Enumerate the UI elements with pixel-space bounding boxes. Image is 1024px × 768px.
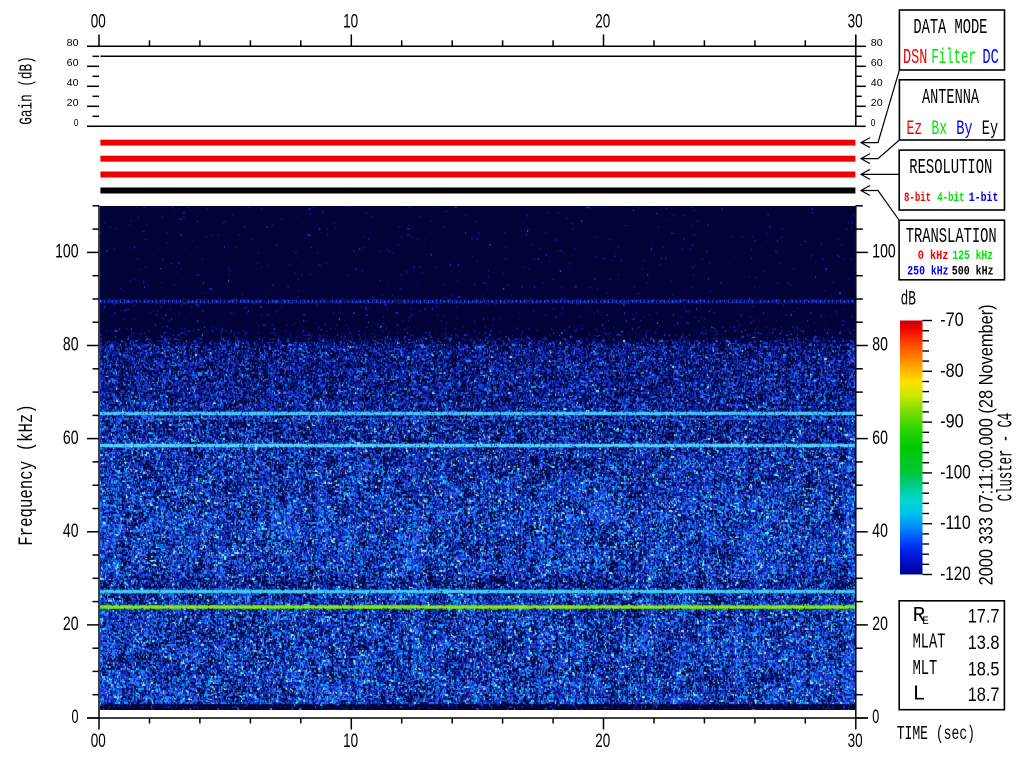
svg-text:60: 60	[872, 427, 888, 449]
svg-text:2000 333 07:11:00.000 (28 Nove: 2000 333 07:11:00.000 (28 November)	[975, 304, 997, 585]
svg-text:30: 30	[848, 11, 863, 33]
svg-text:0: 0	[872, 706, 879, 728]
svg-text:TIME (sec): TIME (sec)	[897, 723, 975, 745]
svg-text:DATA MODE: DATA MODE	[913, 17, 987, 40]
svg-text:0 kHz: 0 kHz	[918, 249, 949, 263]
svg-text:40: 40	[871, 78, 883, 89]
svg-text:DC: DC	[982, 47, 998, 70]
svg-text:20: 20	[872, 613, 888, 635]
svg-text:18.5: 18.5	[968, 658, 1000, 680]
svg-text:MLAT: MLAT	[913, 632, 946, 655]
svg-text:-70: -70	[940, 309, 964, 331]
svg-text:60: 60	[63, 427, 79, 449]
svg-text:80: 80	[871, 38, 883, 49]
svg-text:-100: -100	[940, 461, 971, 483]
svg-text:TRANSLATION: TRANSLATION	[906, 226, 997, 249]
svg-text:Bx: Bx	[931, 118, 947, 141]
svg-text:250 kHz: 250 kHz	[907, 265, 948, 279]
svg-text:By: By	[956, 118, 972, 141]
svg-text:00: 00	[91, 730, 106, 752]
svg-text:17.7: 17.7	[968, 606, 1000, 628]
svg-text:Gain (dB): Gain (dB)	[18, 56, 38, 125]
svg-text:-80: -80	[940, 360, 964, 382]
svg-text:100: 100	[55, 241, 79, 263]
svg-text:0: 0	[871, 118, 876, 129]
svg-text:500 kHz: 500 kHz	[952, 265, 994, 279]
svg-text:80: 80	[63, 334, 79, 356]
svg-text:20: 20	[63, 613, 79, 635]
svg-text:13.8: 13.8	[968, 632, 1000, 654]
svg-text:10: 10	[343, 730, 358, 752]
svg-text:20: 20	[595, 730, 610, 752]
svg-text:Ey: Ey	[982, 118, 998, 141]
svg-text:Frequency (kHz): Frequency (kHz)	[16, 404, 39, 546]
svg-text:1-bit: 1-bit	[969, 191, 999, 205]
svg-text:0: 0	[74, 118, 79, 129]
svg-text:0: 0	[72, 706, 79, 728]
svg-text:ANTENNA: ANTENNA	[922, 87, 979, 110]
svg-text:60: 60	[67, 58, 79, 69]
svg-text:L: L	[913, 684, 926, 707]
svg-text:-120: -120	[940, 563, 971, 585]
svg-text:DSN: DSN	[903, 47, 927, 70]
svg-text:-90: -90	[940, 411, 964, 433]
svg-text:80: 80	[67, 38, 79, 49]
svg-text:dB: dB	[901, 289, 916, 312]
svg-text:20: 20	[595, 11, 610, 33]
svg-text:100: 100	[872, 241, 896, 263]
svg-text:00: 00	[91, 11, 106, 33]
svg-text:40: 40	[63, 520, 79, 542]
svg-text:Cluster - C4: Cluster - C4	[996, 413, 1019, 502]
svg-text:20: 20	[871, 98, 883, 109]
svg-text:60: 60	[871, 58, 883, 69]
svg-text:30: 30	[848, 730, 863, 752]
svg-text:10: 10	[343, 11, 358, 33]
svg-text:40: 40	[872, 520, 888, 542]
svg-text:20: 20	[67, 98, 79, 109]
svg-text:4-bit: 4-bit	[937, 191, 964, 205]
svg-text:Ez: Ez	[907, 118, 923, 141]
svg-text:E: E	[922, 616, 929, 628]
svg-text:80: 80	[872, 334, 888, 356]
svg-text:18.7: 18.7	[968, 684, 1000, 706]
svg-text:Filter: Filter	[931, 47, 976, 70]
svg-text:40: 40	[67, 78, 79, 89]
svg-text:125 kHz: 125 kHz	[952, 249, 993, 263]
svg-text:8-bit: 8-bit	[904, 191, 931, 205]
svg-text:R: R	[913, 605, 926, 628]
svg-text:RESOLUTION: RESOLUTION	[909, 157, 992, 180]
svg-text:-110: -110	[940, 512, 971, 534]
svg-text:MLT: MLT	[913, 658, 938, 681]
